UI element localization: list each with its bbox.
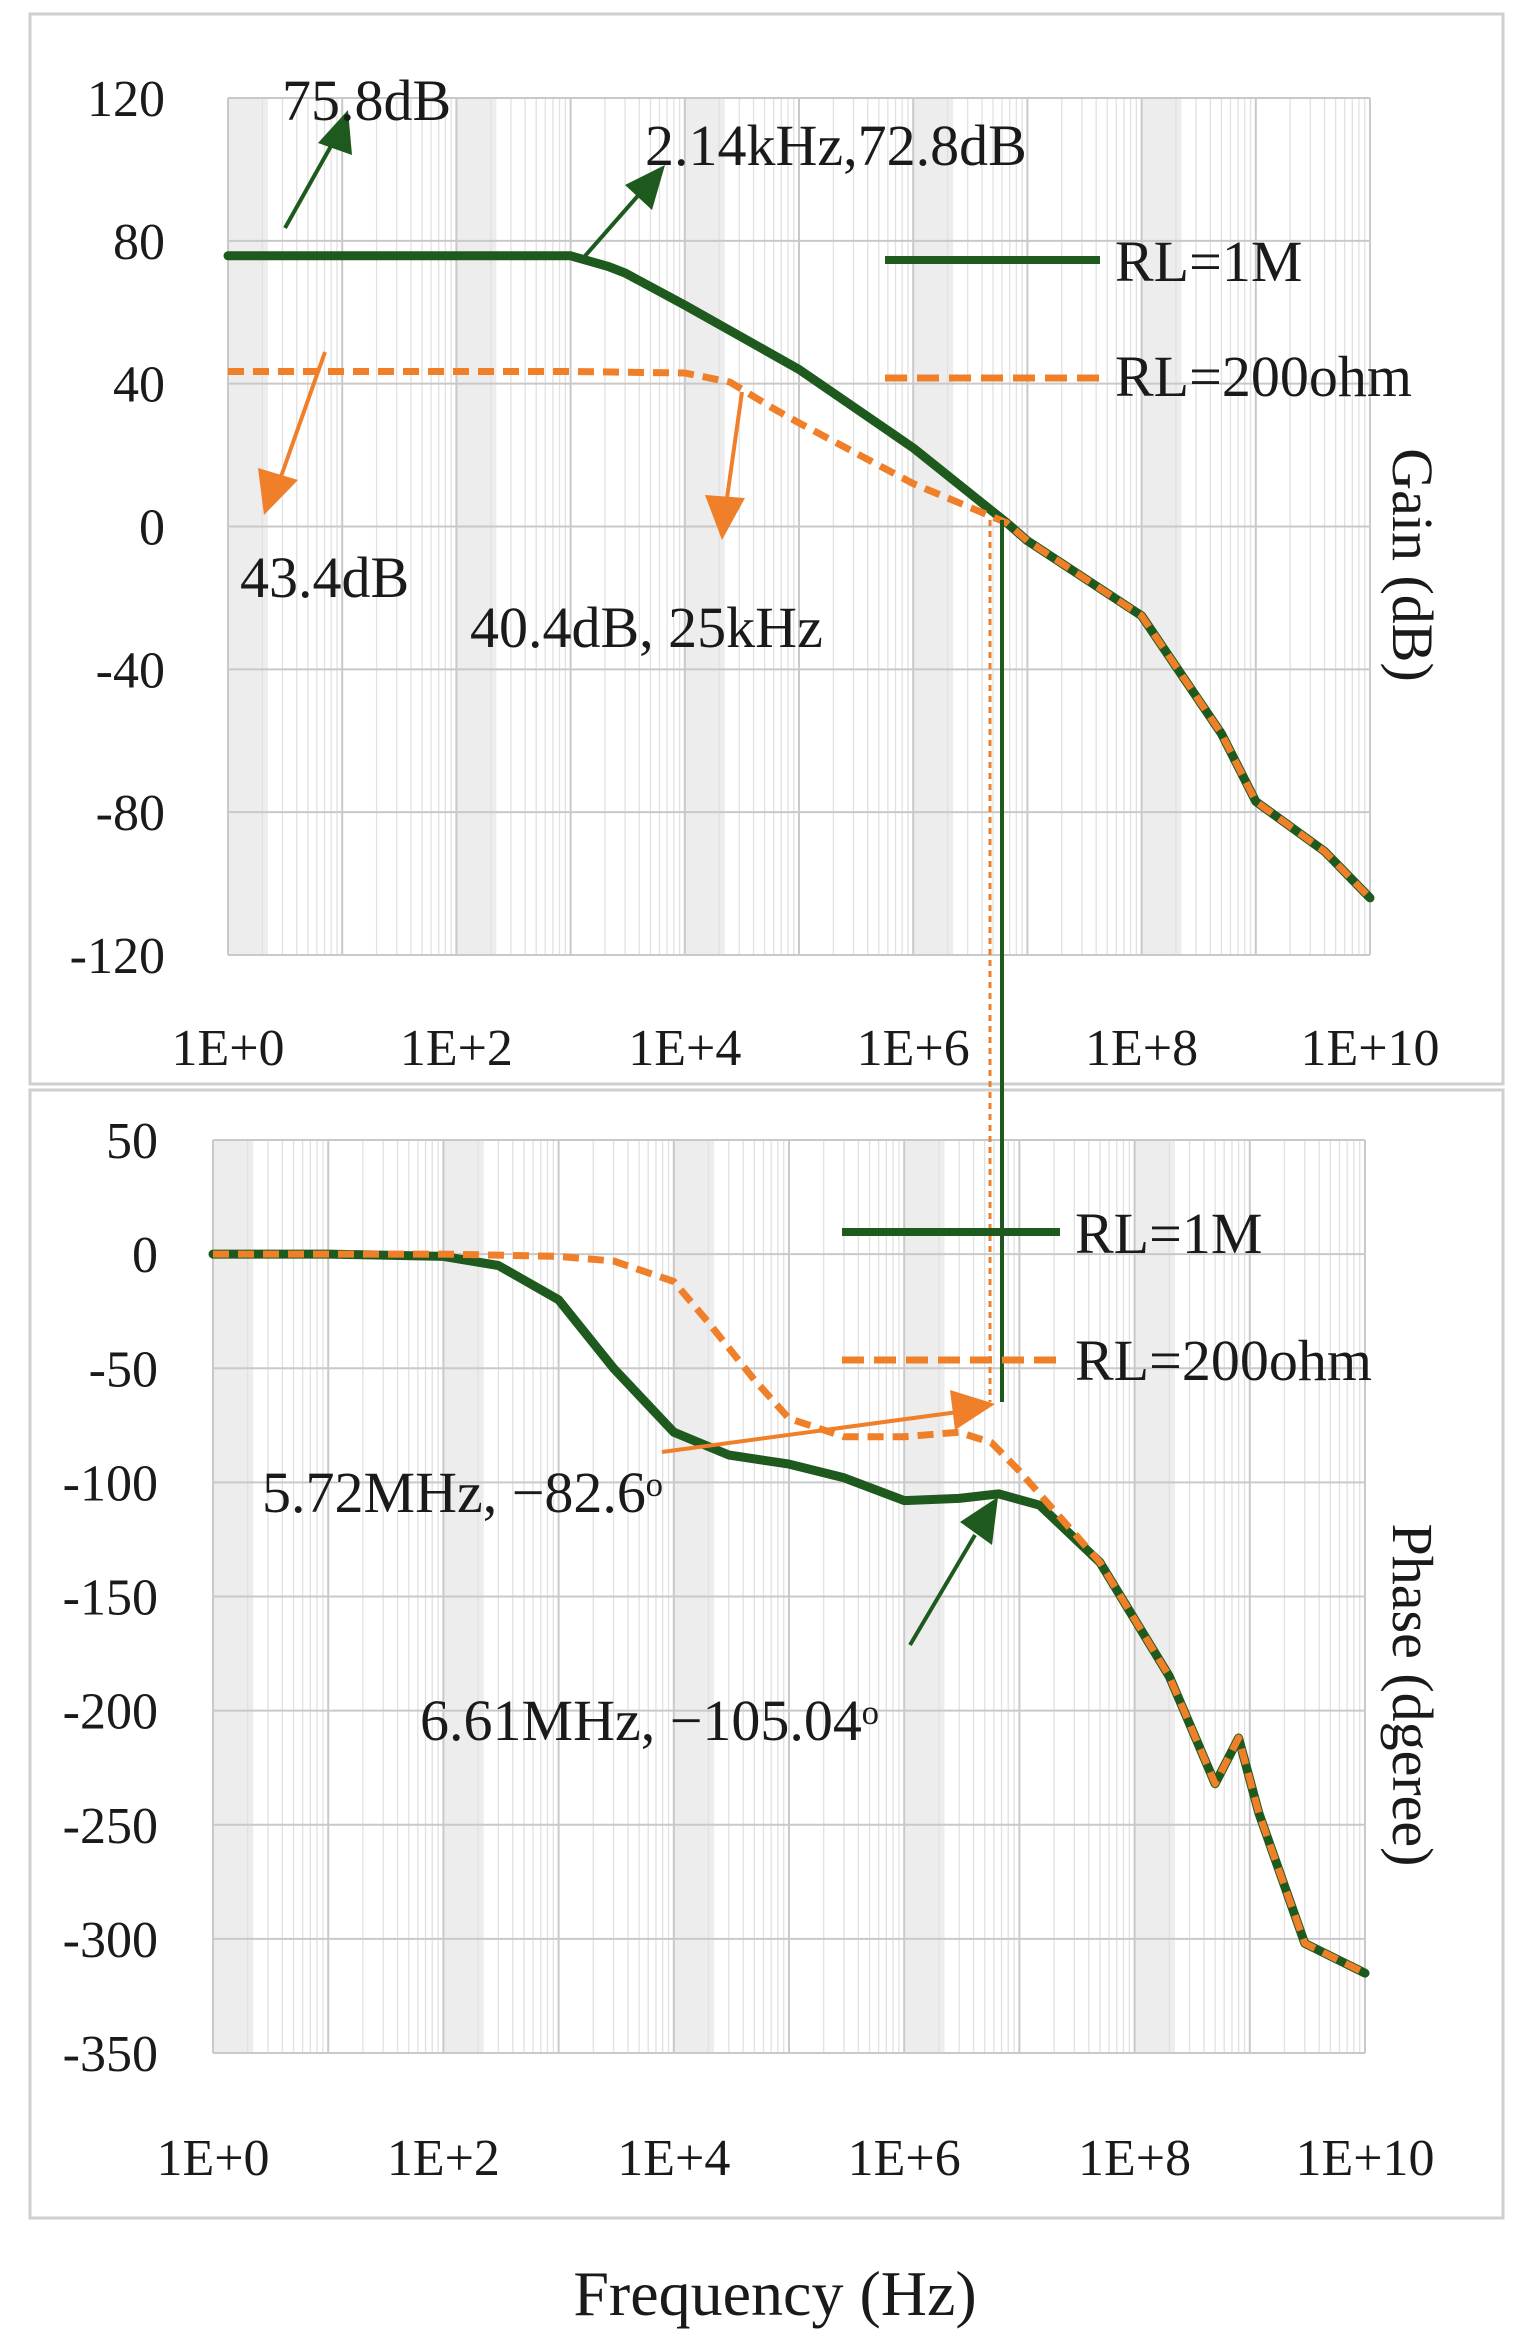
annotation-arrowhead-43-4db <box>258 468 298 515</box>
x-tick-label: 1E+0 <box>156 2130 269 2187</box>
x-tick-label: 1E+4 <box>628 1020 741 1077</box>
gain-x-tick-labels: 1E+0 1E+2 1E+4 1E+6 1E+8 1E+10 <box>171 1020 1439 1077</box>
y-tick-label: -150 <box>63 1570 158 1627</box>
y-tick-label: -250 <box>63 1798 158 1855</box>
y-tick-label: 0 <box>139 500 165 557</box>
gain-legend-label-200ohm: RL=200ohm <box>1115 344 1412 409</box>
y-tick-label: -200 <box>63 1684 158 1741</box>
gain-legend-label-1m: RL=1M <box>1115 229 1302 294</box>
y-tick-label: 50 <box>106 1113 158 1170</box>
annotation-arrow-2-14khz <box>583 188 645 258</box>
annotation-40-4db: 40.4dB, 25kHz <box>470 595 823 660</box>
annotation-arrow-5-72mhz <box>661 1410 959 1454</box>
y-tick-label: 80 <box>113 214 165 271</box>
phase-x-tick-labels: 1E+0 1E+2 1E+4 1E+6 1E+8 1E+10 <box>156 2130 1434 2187</box>
annotation-5-72mhz: 5.72MHz, −82.6ᵒ <box>262 1460 663 1525</box>
annotation-arrow-40-4db <box>724 391 744 506</box>
annotation-arrowhead-2-14khz <box>625 165 665 210</box>
gain-y-tick-labels: 120 80 40 0 -40 -80 -120 <box>70 71 165 985</box>
x-tick-label: 1E+10 <box>1295 2130 1434 2187</box>
y-tick-label: -50 <box>89 1341 158 1398</box>
phase-y-axis-label: Phase (dgeree) <box>1380 1524 1445 1867</box>
phase-series-lines <box>208 1249 1370 1978</box>
annotation-6-61mhz: 6.61MHz, −105.04ᵒ <box>420 1688 879 1753</box>
y-tick-label: 0 <box>132 1227 158 1284</box>
annotation-arrowhead-6-61mhz <box>960 1497 998 1545</box>
y-tick-label: 120 <box>87 71 165 128</box>
gain-y-axis-label: Gain (dB) <box>1380 448 1445 682</box>
annotation-43-4db: 43.4dB <box>240 545 409 610</box>
y-tick-label: -350 <box>63 2026 158 2083</box>
phase-legend-label-1m: RL=1M <box>1075 1201 1262 1266</box>
y-tick-label: -300 <box>63 1912 158 1969</box>
y-tick-label: -40 <box>96 642 165 699</box>
x-tick-label: 1E+8 <box>1078 2130 1191 2187</box>
gain-series-lines <box>223 251 1375 903</box>
x-tick-label: 1E+8 <box>1085 1020 1198 1077</box>
x-tick-label: 1E+6 <box>848 2130 961 2187</box>
annotation-2-14khz: 2.14kHz,72.8dB <box>645 113 1027 178</box>
x-tick-label: 1E+10 <box>1300 1020 1439 1077</box>
annotation-arrow-43-4db <box>276 351 327 486</box>
phase-panel-frame <box>28 1088 1505 2220</box>
series-line-rl-200ohm <box>228 368 1373 901</box>
annotation-arrowhead-75-8db <box>318 110 352 155</box>
x-tick-label: 1E+6 <box>857 1020 970 1077</box>
y-tick-label: -120 <box>70 928 165 985</box>
y-tick-label: 40 <box>113 357 165 414</box>
gain-panel-frame <box>28 12 1505 1086</box>
x-axis-label: Frequency (Hz) <box>573 2258 976 2329</box>
annotation-75-8db: 75.8dB <box>282 68 451 133</box>
y-tick-label: -100 <box>63 1455 158 1512</box>
series-line-rl-200ohm <box>213 1250 1367 1977</box>
y-tick-label: -80 <box>96 785 165 842</box>
x-tick-label: 1E+4 <box>617 2130 730 2187</box>
x-tick-label: 1E+2 <box>400 1020 513 1077</box>
series-line-rl-1m <box>208 1249 1370 1978</box>
annotation-arrowhead-40-4db <box>705 495 745 540</box>
x-tick-label: 1E+0 <box>171 1020 284 1077</box>
annotation-arrow-6-61mhz <box>908 1533 977 1647</box>
phase-y-tick-labels: 50 0 -50 -100 -150 -200 -250 -300 -350 <box>63 1113 158 2083</box>
phase-legend-label-200ohm: RL=200ohm <box>1075 1328 1372 1393</box>
annotation-arrowhead-5-72mhz <box>950 1390 995 1430</box>
x-tick-label: 1E+2 <box>387 2130 500 2187</box>
